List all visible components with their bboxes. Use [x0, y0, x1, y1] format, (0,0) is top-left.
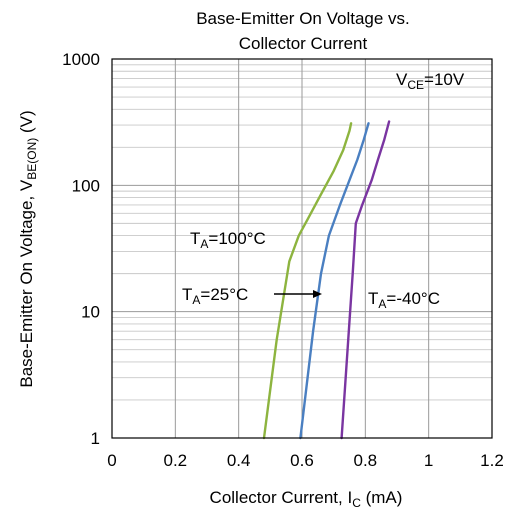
x-tick-label: 1.2	[480, 451, 504, 470]
y-axis-label-subscript: BE(ON)	[25, 138, 39, 180]
y-tick-label: 100	[72, 176, 100, 195]
x-tick-label: 0.6	[290, 451, 314, 470]
y-tick-labels: 1 10 100 1000	[62, 50, 100, 448]
chart-title-line-1: Base-Emitter On Voltage vs.	[196, 9, 410, 28]
series-label-100c-subscript: A	[200, 237, 208, 251]
series-label-minus40c-subscript: A	[378, 297, 386, 311]
series-line-100c	[262, 122, 353, 440]
series-label-25c: TA=25°C	[182, 285, 248, 307]
y-tick-label: 10	[81, 303, 100, 322]
series-25c-pointer-arrow	[274, 290, 322, 298]
x-tick-labels: 0 0.2 0.4 0.6 0.8 1 1.2	[107, 451, 504, 470]
x-tick-label: 0.8	[354, 451, 378, 470]
series-label-100c: TA=100°C	[190, 229, 266, 251]
x-tick-label: 0.4	[227, 451, 251, 470]
condition-label-subscript: CE	[407, 78, 424, 92]
y-axis-label-unit: (V)	[17, 110, 36, 137]
x-axis-label-subscript: C	[352, 496, 361, 510]
chart-title-line-2: Collector Current	[239, 34, 368, 53]
x-tick-label: 1	[424, 451, 433, 470]
x-axis-label: Collector Current, IC (mA)	[210, 488, 403, 510]
series-label-25c-subscript: A	[192, 293, 200, 307]
grid	[112, 59, 492, 438]
x-axis-label-unit: (mA)	[361, 488, 403, 507]
y-axis-label: Base-Emitter On Voltage, VBE(ON) (V)	[17, 110, 39, 387]
x-tick-label: 0	[107, 451, 116, 470]
series-label-minus40c: TA=-40°C	[368, 289, 440, 311]
series-line-minus40c	[340, 120, 391, 440]
condition-label: VCE=10V	[396, 70, 465, 92]
x-tick-label: 0.2	[164, 451, 188, 470]
series-labels: TA=100°C TA=25°C TA=-40°C	[182, 229, 440, 311]
series-layer	[262, 120, 391, 440]
y-tick-label: 1000	[62, 50, 100, 69]
y-tick-label: 1	[91, 429, 100, 448]
plot-frame	[111, 58, 493, 439]
series-line-25c	[299, 122, 370, 440]
